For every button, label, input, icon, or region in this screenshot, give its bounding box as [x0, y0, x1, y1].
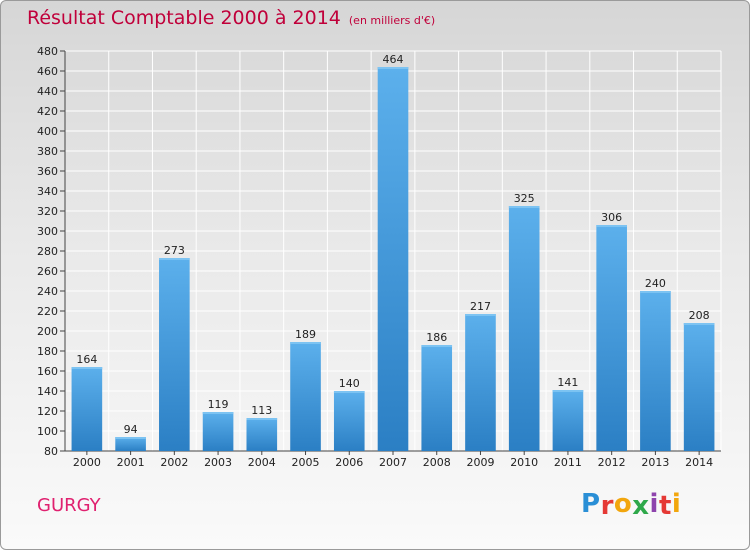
data-label: 217 — [470, 300, 491, 313]
y-tick-label: 120 — [37, 405, 58, 418]
bar — [465, 314, 496, 451]
bar — [377, 67, 409, 451]
logo-letter: o — [613, 489, 633, 519]
data-label: 208 — [689, 309, 710, 322]
data-label: 164 — [76, 353, 97, 366]
y-tick-label: 300 — [37, 225, 58, 238]
y-tick-label: 240 — [37, 285, 58, 298]
chart-title: Résultat Comptable 2000 à 2014 (en millie… — [27, 7, 435, 29]
bar — [202, 412, 234, 451]
y-tick-label: 80 — [44, 445, 58, 458]
bar-highlight — [202, 412, 234, 414]
y-tick-label: 460 — [37, 65, 58, 78]
y-tick-label: 260 — [37, 265, 58, 278]
bar-highlight — [596, 225, 627, 227]
logo-letter: i — [671, 489, 682, 519]
logo-letter: t — [658, 491, 672, 521]
data-label: 189 — [295, 328, 316, 341]
bar — [333, 391, 365, 451]
y-tick-label: 140 — [37, 385, 58, 398]
bar-highlight — [508, 206, 540, 208]
y-tick-label: 100 — [37, 425, 58, 438]
bar — [552, 390, 584, 451]
bar — [159, 258, 190, 451]
y-tick-label: 220 — [37, 305, 58, 318]
x-tick-label: 2002 — [160, 456, 188, 469]
commune-name: GURGY — [37, 495, 101, 516]
x-tick-label: 2000 — [73, 456, 101, 469]
bar — [640, 291, 671, 451]
logo-letter: r — [600, 491, 614, 521]
bar-highlight — [115, 437, 146, 439]
data-label: 273 — [164, 244, 185, 257]
bar — [508, 206, 540, 451]
data-label: 94 — [124, 423, 138, 436]
logo-letter: P — [581, 489, 601, 519]
y-tick-label: 180 — [37, 345, 58, 358]
logo-letter: x — [632, 491, 650, 521]
x-tick-label: 2008 — [423, 456, 451, 469]
x-tick-label: 2014 — [685, 456, 713, 469]
x-tick-label: 2013 — [641, 456, 669, 469]
proxiti-logo: Proxiti — [581, 489, 682, 521]
data-label: 119 — [208, 398, 229, 411]
bar-highlight — [421, 345, 453, 347]
bar — [596, 225, 627, 451]
chart-title-text: Résultat Comptable 2000 à 2014 — [27, 7, 341, 29]
bar — [115, 437, 146, 451]
bar — [71, 367, 103, 451]
y-tick-label: 160 — [37, 365, 58, 378]
bar-highlight — [290, 342, 321, 344]
x-tick-label: 2009 — [466, 456, 494, 469]
bar-highlight — [377, 67, 409, 69]
logo-letter: i — [649, 489, 659, 519]
bar — [683, 323, 715, 451]
y-tick-label: 400 — [37, 125, 58, 138]
bar-highlight — [552, 390, 584, 392]
bar-highlight — [246, 418, 278, 420]
y-tick-label: 340 — [37, 185, 58, 198]
x-tick-label: 2004 — [248, 456, 276, 469]
bar-highlight — [71, 367, 103, 369]
bar — [290, 342, 321, 451]
y-tick-label: 420 — [37, 105, 58, 118]
bar — [421, 345, 453, 451]
x-tick-label: 2011 — [554, 456, 582, 469]
y-tick-label: 280 — [37, 245, 58, 258]
bar-highlight — [683, 323, 715, 325]
bar-highlight — [640, 291, 671, 293]
bar — [246, 418, 278, 451]
y-tick-label: 480 — [37, 45, 58, 58]
data-label: 240 — [645, 277, 666, 290]
x-tick-label: 2003 — [204, 456, 232, 469]
x-tick-label: 2012 — [598, 456, 626, 469]
data-label: 186 — [426, 331, 447, 344]
bar-highlight — [465, 314, 496, 316]
y-tick-label: 200 — [37, 325, 58, 338]
chart-subtitle: (en milliers d'€) — [348, 14, 436, 27]
x-tick-label: 2005 — [292, 456, 320, 469]
data-label: 140 — [339, 377, 360, 390]
data-label: 325 — [514, 192, 535, 205]
data-label: 306 — [601, 211, 622, 224]
y-tick-label: 320 — [37, 205, 58, 218]
y-tick-label: 360 — [37, 165, 58, 178]
x-tick-label: 2010 — [510, 456, 538, 469]
x-tick-label: 2007 — [379, 456, 407, 469]
y-tick-label: 380 — [37, 145, 58, 158]
x-tick-label: 2001 — [117, 456, 145, 469]
data-label: 464 — [383, 53, 404, 66]
y-tick-label: 440 — [37, 85, 58, 98]
x-tick-label: 2006 — [335, 456, 363, 469]
data-label: 141 — [557, 376, 578, 389]
data-label: 113 — [251, 404, 272, 417]
bar-highlight — [333, 391, 365, 393]
bar-highlight — [159, 258, 190, 260]
